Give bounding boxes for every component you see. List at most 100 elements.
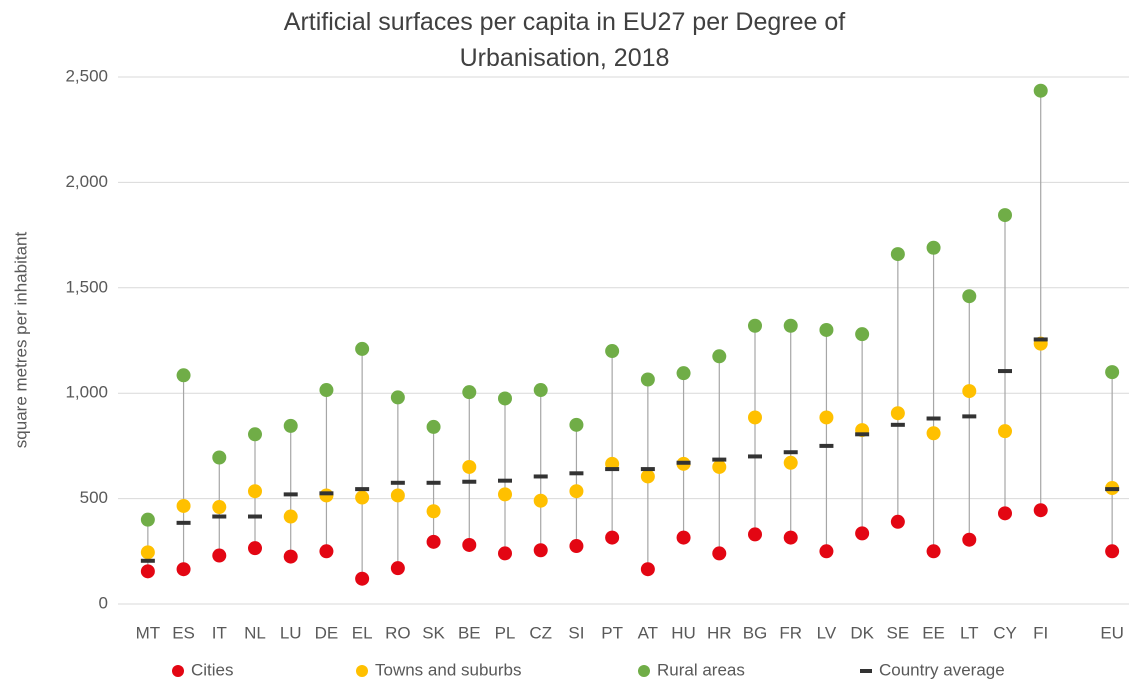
dot	[1105, 365, 1120, 380]
dot	[890, 514, 905, 529]
x-tick-label: CY	[993, 623, 1017, 642]
dot	[962, 384, 977, 399]
dot	[819, 544, 834, 559]
dot	[605, 344, 620, 359]
average-marker	[498, 478, 512, 483]
x-tick-label: FR	[779, 623, 802, 642]
dot	[319, 544, 334, 559]
dot	[569, 417, 584, 432]
x-tick-label: SK	[422, 623, 445, 642]
dot	[712, 349, 727, 364]
average-marker	[998, 369, 1012, 374]
dot	[855, 526, 870, 541]
dot	[248, 541, 262, 556]
average-marker	[605, 467, 620, 472]
dot	[640, 469, 655, 484]
dot	[1033, 83, 1048, 98]
average-marker	[390, 480, 405, 485]
dot	[426, 504, 441, 519]
x-tick-label: NL	[244, 623, 266, 642]
x-tick-label: AT	[638, 623, 658, 642]
legend-marker	[356, 665, 368, 677]
x-tick-label: RO	[385, 623, 411, 642]
average-marker	[783, 450, 798, 455]
dot	[140, 564, 155, 579]
legend-label: Towns and suburbs	[375, 660, 521, 679]
dot	[390, 561, 405, 576]
dot	[676, 530, 691, 545]
dot	[498, 391, 512, 406]
average-marker	[855, 432, 870, 437]
average-marker	[248, 514, 262, 519]
x-tick-label: EE	[922, 623, 945, 642]
x-tick-label: PL	[495, 623, 516, 642]
dot	[998, 506, 1012, 521]
dot	[390, 488, 405, 503]
y-axis-label: square metres per inhabitant	[11, 232, 30, 449]
x-tick-label: HU	[671, 623, 696, 642]
dot	[819, 322, 834, 337]
dot	[319, 488, 334, 503]
average-marker	[1105, 487, 1120, 492]
average-marker	[890, 422, 905, 427]
dot	[283, 509, 298, 524]
dot	[569, 539, 584, 554]
dot	[426, 534, 441, 549]
average-marker	[712, 457, 727, 462]
dot	[962, 289, 977, 304]
dot	[426, 419, 441, 434]
dot	[783, 318, 798, 333]
dot	[748, 410, 762, 425]
dot	[355, 571, 370, 586]
average-marker	[676, 460, 691, 465]
dot	[248, 484, 262, 499]
dot	[890, 247, 905, 262]
dot	[962, 532, 977, 547]
dot	[212, 500, 227, 515]
average-marker	[462, 479, 477, 484]
average-marker	[748, 454, 762, 459]
x-tick-label: HR	[707, 623, 732, 642]
dot	[998, 208, 1012, 223]
x-tick-label: SE	[887, 623, 910, 642]
average-marker	[283, 492, 298, 497]
dot	[926, 544, 941, 559]
legend-marker	[172, 665, 184, 677]
dot	[212, 450, 227, 465]
dot	[355, 341, 370, 356]
x-tick-label: LT	[960, 623, 979, 642]
dot	[1033, 503, 1048, 518]
dot	[140, 512, 155, 527]
dot	[498, 546, 512, 561]
dot	[462, 385, 477, 400]
dot	[533, 493, 548, 508]
legend-label: Cities	[191, 660, 234, 679]
average-marker	[319, 491, 334, 496]
dot	[890, 406, 905, 421]
dot	[855, 327, 870, 342]
dot	[640, 562, 655, 577]
dot	[819, 410, 834, 425]
dot	[998, 424, 1012, 439]
dot	[605, 530, 620, 545]
x-tick-label: SI	[568, 623, 584, 642]
legend-label: Rural areas	[657, 660, 745, 679]
dot	[569, 484, 584, 499]
average-marker	[426, 480, 441, 485]
dot	[533, 543, 548, 558]
y-tick-label: 500	[80, 488, 108, 507]
dot	[176, 368, 191, 383]
chart-title: Artificial surfaces per capita in EU27 p…	[283, 8, 846, 72]
dot	[676, 366, 691, 381]
x-tick-label: IT	[212, 623, 227, 642]
x-tick-label: MT	[136, 623, 161, 642]
x-tick-label: FI	[1033, 623, 1048, 642]
dot	[926, 426, 941, 441]
legend-label: Country average	[879, 660, 1005, 679]
legend-marker	[860, 669, 872, 673]
x-tick-label: BE	[458, 623, 481, 642]
dot	[390, 390, 405, 405]
dot	[712, 546, 727, 561]
average-marker	[533, 474, 548, 479]
